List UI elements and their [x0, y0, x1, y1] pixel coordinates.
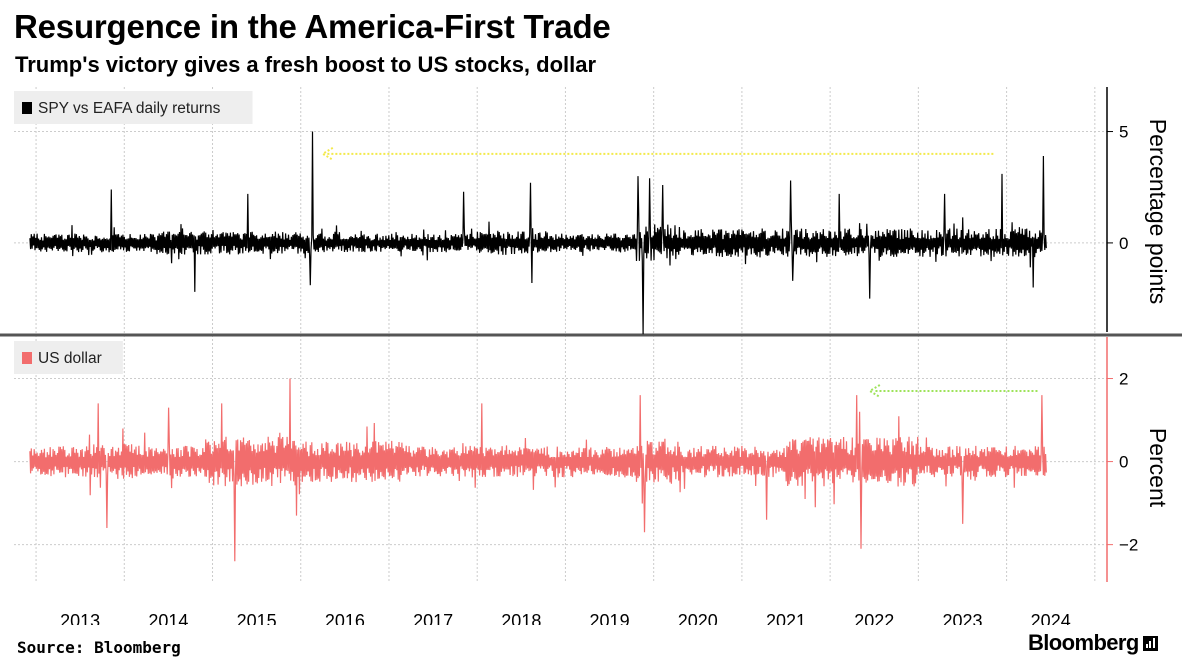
- us-dollar-series-line: [29, 378, 1047, 562]
- y-tick-label: 0: [1119, 234, 1128, 253]
- brand-text: Bloomberg: [1028, 630, 1139, 655]
- legend-spy-vs-eafa-box: [14, 91, 253, 124]
- chart-subtitle: Trump's victory gives a fresh boost to U…: [15, 52, 597, 77]
- x-tick-label: 2021: [766, 611, 806, 625]
- x-tick-label: 2018: [501, 611, 541, 625]
- x-tick-label: 2013: [60, 611, 100, 625]
- y-tick-label: 5: [1119, 123, 1128, 142]
- legend-spy-vs-eafa-swatch: [22, 102, 32, 114]
- legend-us-dollar-label: US dollar: [38, 350, 102, 367]
- bloomberg-chart-icon: [1142, 636, 1158, 651]
- x-tick-label: 2017: [413, 611, 453, 625]
- x-tick-label: 2024: [1031, 611, 1071, 625]
- legend-spy-vs-eafa-label: SPY vs EAFA daily returns: [38, 100, 221, 117]
- legend-us-dollar-box: [14, 341, 123, 374]
- bottom-y-axis-title: Percent: [1145, 428, 1171, 508]
- y-tick-label: 0: [1119, 453, 1128, 472]
- chart-title: Resurgence in the America-First Trade: [14, 8, 611, 45]
- x-tick-label: 2016: [325, 611, 365, 625]
- x-tick-label: 2022: [854, 611, 894, 625]
- green-arrow-head: [867, 384, 881, 398]
- spy-vs-eafa-series-line: [29, 131, 1047, 335]
- legend-us-dollar-swatch: [22, 352, 32, 364]
- x-tick-label: 2015: [237, 611, 277, 625]
- chart-canvas: 5 0 2 0 −2 SPY vs EAFA daily returns US dollar…: [0, 87, 1182, 625]
- x-tick-label: 2014: [148, 611, 188, 625]
- source-note: Source: Bloomberg: [17, 638, 181, 657]
- x-tick-label: 2020: [678, 611, 718, 625]
- x-tick-label: 2023: [942, 611, 982, 625]
- y-tick-label: −2: [1119, 536, 1138, 555]
- y-tick-label: 2: [1119, 370, 1128, 389]
- x-tick-label: 2019: [590, 611, 630, 625]
- top-y-axis-title: Percentage points: [1145, 119, 1171, 304]
- bloomberg-logo: Bloomberg: [1028, 630, 1158, 656]
